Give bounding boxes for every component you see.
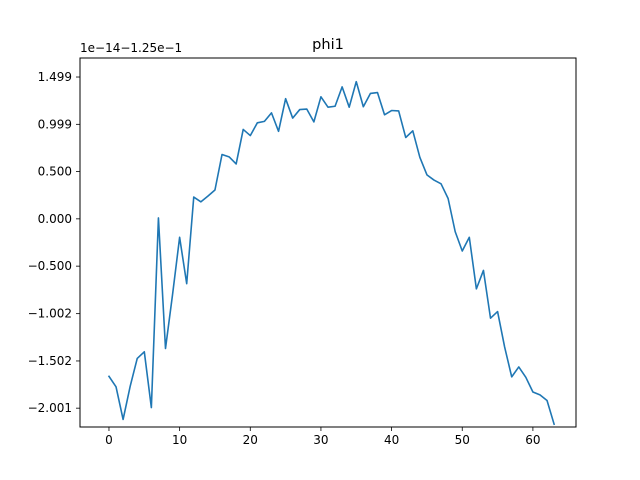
x-tick-label: 60 [525,433,540,447]
y-tick-label: 0.999 [38,117,72,131]
y-tick-label: −0.500 [28,259,72,273]
x-tick-label: 0 [105,433,113,447]
y-tick-label: −1.002 [28,307,72,321]
y-axis-offset-label: 1e−14−1.25e−1 [80,41,182,55]
y-tick-label: −1.502 [28,354,72,368]
x-tick-label: 50 [455,433,470,447]
chart-title: phi1 [312,37,344,53]
y-tick-label: −2.001 [28,401,72,415]
x-tick-label: 10 [172,433,187,447]
plot-frame [79,57,577,428]
x-tick-label: 30 [313,433,328,447]
series-line [107,80,556,426]
y-tick-label: 0.000 [38,212,72,226]
y-tick-label: 1.499 [38,70,72,84]
x-tick-label: 20 [243,433,258,447]
y-tick-label: 0.500 [38,165,72,179]
x-tick-label: 40 [384,433,399,447]
